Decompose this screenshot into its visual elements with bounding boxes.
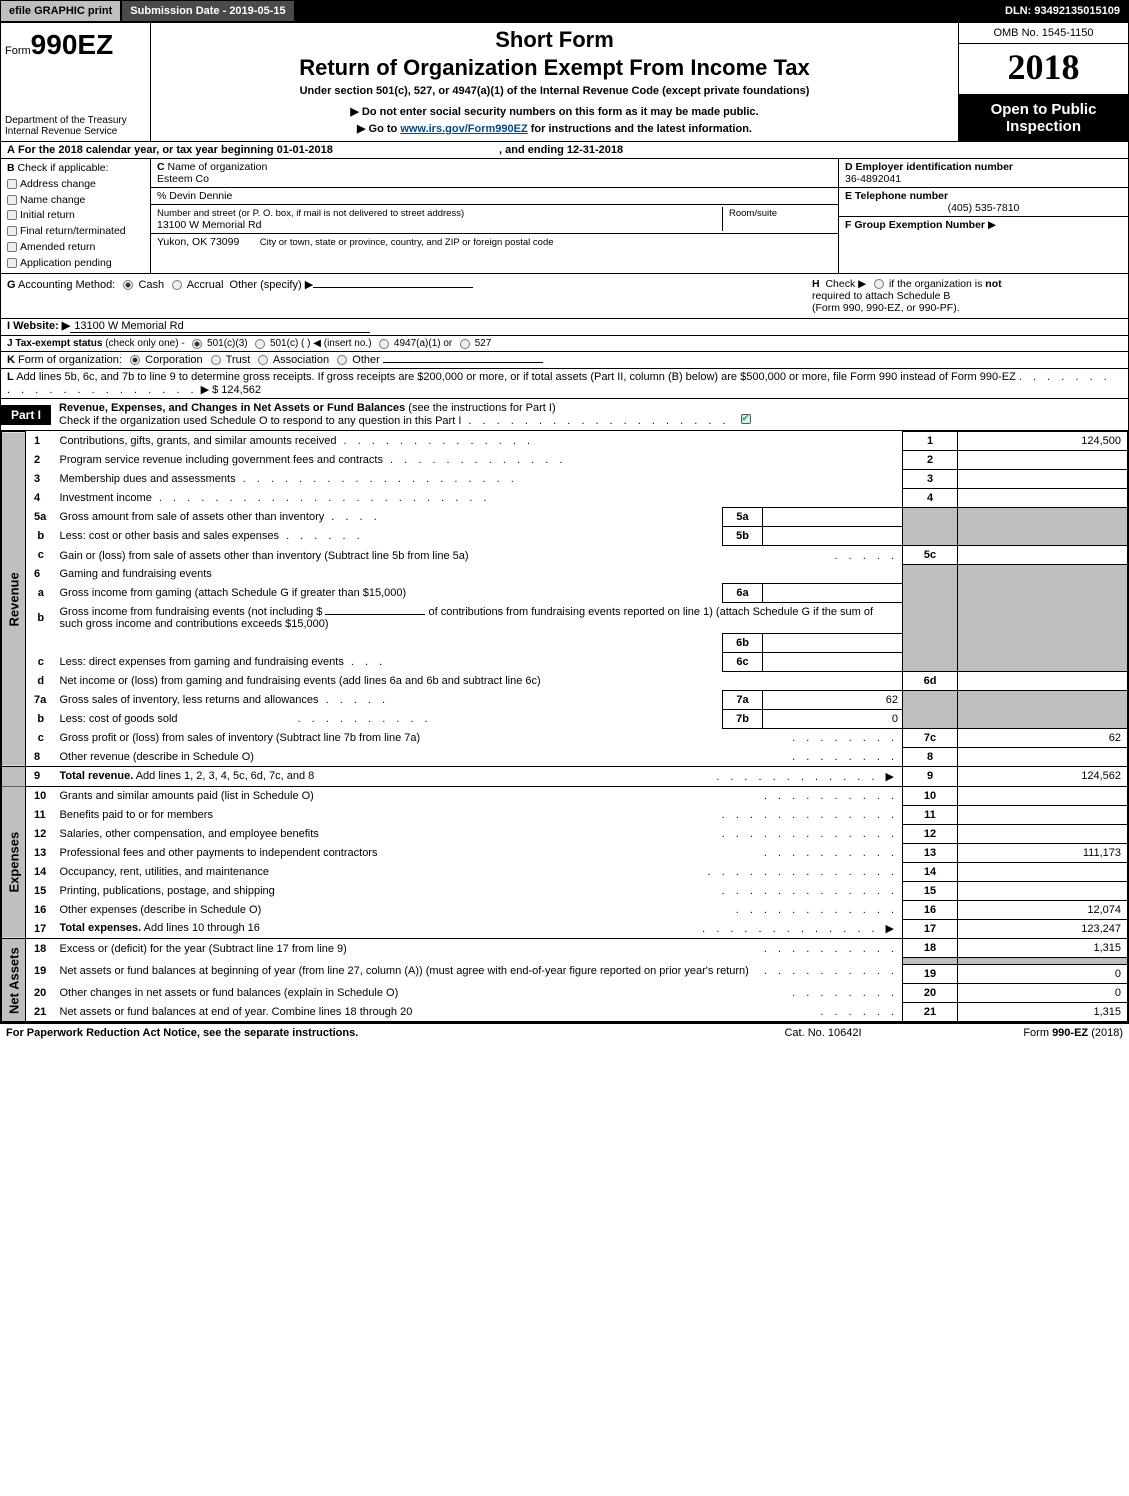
- tax-year: 2018: [959, 44, 1128, 95]
- checkbox-name-change[interactable]: [7, 195, 17, 205]
- line-6c-inner: [763, 652, 903, 671]
- row-i: I Website: ▶13100 W Memorial Rd: [1, 319, 1128, 336]
- radio-other-org[interactable]: [337, 355, 347, 365]
- column-b: B Check if applicable: Address change Na…: [1, 159, 151, 273]
- submission-date: Submission Date - 2019-05-15: [122, 1, 295, 21]
- line-12-amount: [958, 824, 1128, 843]
- checkbox-final-return[interactable]: [7, 226, 17, 236]
- care-of: % Devin Dennie: [157, 190, 232, 202]
- radio-trust[interactable]: [211, 355, 221, 365]
- city-state-zip: Yukon, OK 73099: [157, 236, 239, 248]
- line-7b-inner: 0: [763, 709, 903, 728]
- line-14-amount: [958, 862, 1128, 881]
- note-ssn: ▶ Do not enter social security numbers o…: [159, 105, 950, 118]
- schedule-o-checkbox[interactable]: [741, 414, 751, 424]
- dln-label: DLN: 93492135015109: [997, 1, 1128, 21]
- form-number: 990EZ: [31, 29, 114, 60]
- radio-cash[interactable]: [123, 280, 133, 290]
- line-15-amount: [958, 881, 1128, 900]
- note-link: ▶ Go to www.irs.gov/Form990EZ for instru…: [159, 122, 950, 135]
- efile-print-button[interactable]: efile GRAPHIC print: [1, 1, 122, 21]
- line-16-amount: 12,074: [958, 900, 1128, 919]
- line-9-amount: 124,562: [958, 766, 1128, 786]
- org-name: Esteem Co: [157, 173, 209, 185]
- form-number-block: Form990EZ: [1, 23, 150, 63]
- line-4-amount: [958, 489, 1128, 508]
- line-7a-inner: 62: [763, 690, 903, 709]
- line-6b-inner: [763, 633, 903, 652]
- line-13-amount: 111,173: [958, 843, 1128, 862]
- expenses-section-label: Expenses: [2, 786, 26, 939]
- line-18-amount: 1,315: [958, 939, 1128, 958]
- checkbox-initial-return[interactable]: [7, 210, 17, 220]
- return-title: Return of Organization Exempt From Incom…: [159, 55, 950, 81]
- part-1-header: Part I Revenue, Expenses, and Changes in…: [1, 398, 1128, 431]
- radio-corporation[interactable]: [130, 355, 140, 365]
- irs-link[interactable]: www.irs.gov/Form990EZ: [400, 123, 527, 135]
- form-label: Form 990-EZ (2018): [923, 1027, 1123, 1039]
- column-de: D Employer identification number 36-4892…: [838, 159, 1128, 273]
- website-value: 13100 W Memorial Rd: [70, 320, 370, 333]
- line-7c-amount: 62: [958, 728, 1128, 747]
- line-21-amount: 1,315: [958, 1003, 1128, 1022]
- street-address: 13100 W Memorial Rd: [157, 219, 261, 231]
- line-2-amount: [958, 451, 1128, 470]
- radio-501c3[interactable]: [192, 339, 202, 349]
- line-8-amount: [958, 747, 1128, 766]
- line-5a-inner: [763, 508, 903, 527]
- row-l: L Add lines 5b, 6c, and 7b to line 9 to …: [1, 369, 1128, 398]
- revenue-section-label: Revenue: [2, 432, 26, 767]
- line-11-amount: [958, 805, 1128, 824]
- radio-association[interactable]: [258, 355, 268, 365]
- form-prefix: Form: [5, 45, 31, 57]
- radio-501c[interactable]: [255, 339, 265, 349]
- open-public-badge: Open to PublicInspection: [959, 95, 1128, 141]
- page-footer: For Paperwork Reduction Act Notice, see …: [0, 1023, 1129, 1042]
- line-3-amount: [958, 470, 1128, 489]
- omb-number: OMB No. 1545-1150: [959, 23, 1128, 44]
- row-a: A For the 2018 calendar year, or tax yea…: [1, 142, 1128, 159]
- checkbox-application-pending[interactable]: [7, 258, 17, 268]
- radio-accrual[interactable]: [172, 280, 182, 290]
- row-k: K Form of organization: Corporation Trus…: [1, 352, 1128, 369]
- radio-4947[interactable]: [379, 339, 389, 349]
- part-1-tag: Part I: [1, 405, 51, 425]
- netassets-section-label: Net Assets: [2, 939, 26, 1022]
- part-1-table: Revenue 1 Contributions, gifts, grants, …: [1, 431, 1128, 1022]
- line-20-amount: 0: [958, 984, 1128, 1003]
- line-17-amount: 123,247: [958, 919, 1128, 939]
- line-10-amount: [958, 786, 1128, 805]
- row-j: J Tax-exempt status (check only one) - 5…: [1, 336, 1128, 352]
- gross-receipts: ▶ $ 124,562: [201, 384, 261, 396]
- line-6d-amount: [958, 671, 1128, 690]
- form-header: Form990EZ Department of the Treasury Int…: [1, 23, 1128, 142]
- radio-527[interactable]: [460, 339, 470, 349]
- paperwork-notice: For Paperwork Reduction Act Notice, see …: [6, 1027, 723, 1039]
- column-c: C Name of organization Esteem Co % Devin…: [151, 159, 838, 273]
- department-label: Department of the Treasury Internal Reve…: [1, 113, 150, 141]
- catalog-number: Cat. No. 10642I: [723, 1027, 923, 1039]
- info-section: B Check if applicable: Address change Na…: [1, 159, 1128, 274]
- telephone: (405) 535-7810: [845, 202, 1122, 214]
- line-5c-amount: [958, 546, 1128, 565]
- ein: 36-4892041: [845, 173, 901, 185]
- under-section: Under section 501(c), 527, or 4947(a)(1)…: [159, 85, 950, 97]
- radio-h-check[interactable]: [874, 279, 884, 289]
- checkbox-amended-return[interactable]: [7, 242, 17, 252]
- line-6a-inner: [763, 583, 903, 602]
- checkbox-address-change[interactable]: [7, 179, 17, 189]
- form-container: Form990EZ Department of the Treasury Int…: [0, 22, 1129, 1023]
- row-g-h: G Accounting Method: Cash Accrual Other …: [1, 274, 1128, 319]
- short-form-title: Short Form: [159, 27, 950, 53]
- top-bar: efile GRAPHIC print Submission Date - 20…: [0, 0, 1129, 22]
- line-5b-inner: [763, 527, 903, 546]
- line-19-amount: 0: [958, 965, 1128, 984]
- line-1-amount: 124,500: [958, 432, 1128, 451]
